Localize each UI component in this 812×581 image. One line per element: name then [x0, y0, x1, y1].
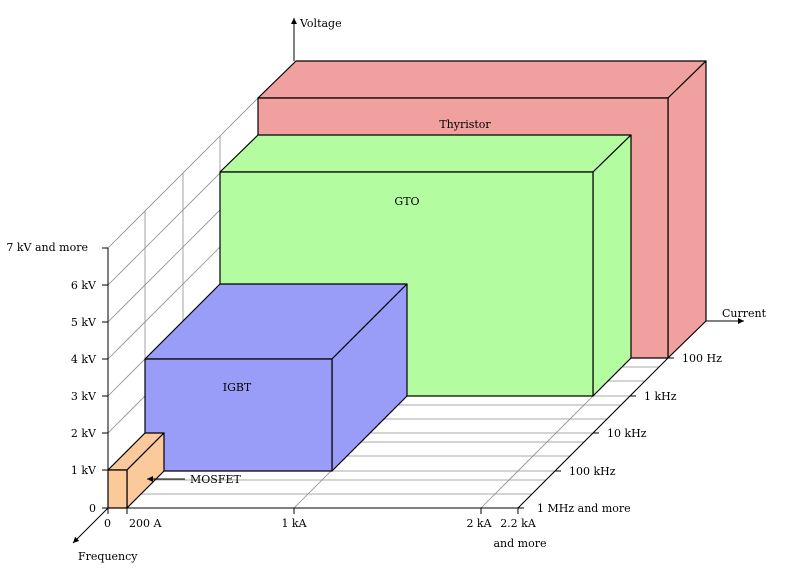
- voltage-axis-label: Voltage: [299, 17, 342, 30]
- frequency-tick-label: 1 MHz and more: [537, 502, 631, 515]
- current-tick-label: and more: [493, 537, 546, 550]
- voltage-tick-label: 4 kV: [71, 353, 97, 366]
- frequency-axis: [72, 507, 109, 544]
- current-ticks: 0 200 A 1 kA 2 kA 2.2 kA and more: [104, 508, 547, 550]
- current-tick-label: 200 A: [129, 517, 162, 530]
- frequency-tick-label: 100 kHz: [569, 465, 616, 478]
- thyristor-label: Thyristor: [439, 118, 491, 131]
- mosfet-box: MOSFET: [107, 432, 241, 509]
- frequency-tick-label: 100 Hz: [682, 352, 722, 365]
- mosfet-label: MOSFET: [190, 473, 241, 486]
- voltage-tick-label: 6 kV: [71, 279, 97, 292]
- voltage-tick-label: 2 kV: [71, 427, 97, 440]
- voltage-tick-label: 3 kV: [71, 390, 97, 403]
- voltage-tick-label: 0: [89, 502, 96, 515]
- thyristor-side-face: [667, 60, 707, 359]
- current-tick-label: 0: [104, 517, 111, 530]
- gto-top-face: [219, 134, 632, 173]
- frequency-tick-label: 1 kHz: [644, 390, 677, 403]
- thyristor-top-face: [257, 60, 707, 99]
- current-tick-label: 2.2 kA: [500, 517, 537, 530]
- voltage-tick-label: 7 kV and more: [6, 241, 88, 254]
- frequency-axis-label: Frequency: [78, 550, 138, 563]
- igbt-label: IGBT: [223, 381, 252, 394]
- igbt-front-face: [144, 358, 333, 472]
- frequency-ticks: 100 Hz 1 kHz 10 kHz 100 kHz 1 MHz and mo…: [518, 352, 722, 515]
- gto-label: GTO: [394, 195, 419, 208]
- current-tick-label: 1 kA: [281, 517, 307, 530]
- current-tick-label: 2 kA: [466, 517, 492, 530]
- voltage-tick-label: 5 kV: [71, 316, 97, 329]
- frequency-tick-label: 10 kHz: [607, 427, 647, 440]
- current-axis-label: Current: [722, 307, 767, 320]
- gto-side-face: [592, 134, 632, 397]
- mosfet-front-face: [107, 469, 128, 509]
- voltage-ticks: 0 1 kV 2 kV 3 kV 4 kV 5 kV 6 kV 7 kV and…: [6, 241, 108, 515]
- voltage-tick-label: 1 kV: [71, 464, 97, 477]
- axes: Voltage Current Frequency: [72, 17, 767, 563]
- igbt-box: IGBT: [144, 283, 408, 472]
